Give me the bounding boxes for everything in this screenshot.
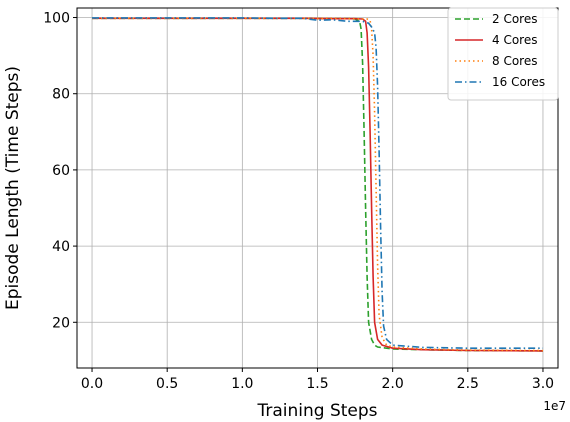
x-tick-label: 0.0 — [81, 376, 103, 392]
legend-label-2: 4 Cores — [492, 33, 537, 47]
x-axis-label: Training Steps — [256, 401, 377, 421]
legend-label-3: 8 Cores — [492, 54, 537, 68]
x-tick-label: 1.0 — [231, 376, 253, 392]
y-tick-label: 100 — [43, 11, 70, 27]
x-tick-label: 1.5 — [306, 376, 328, 392]
y-tick-label: 80 — [52, 87, 70, 103]
x-axis-offset-label: 1e7 — [543, 399, 566, 413]
series-line-1 — [92, 17, 544, 352]
ticks: 0.0 0.5 1.0 1.5 2.0 2.5 3.0 20 40 60 80 100 — [43, 11, 554, 392]
legend-label-4: 16 Cores — [492, 75, 545, 89]
legend: 2 Cores 4 Cores 8 Cores 16 Cores — [447, 7, 559, 101]
legend-label-1: 2 Cores — [492, 12, 537, 26]
series-line-4 — [92, 17, 543, 350]
plot-lines — [92, 17, 544, 352]
y-tick-label: 20 — [52, 315, 70, 331]
x-tick-label: 0.5 — [156, 376, 178, 392]
legend-box — [447, 7, 559, 101]
x-tick-label: 2.0 — [382, 376, 404, 392]
y-tick-label: 40 — [52, 239, 70, 255]
x-tick-label: 2.5 — [457, 376, 479, 392]
y-axis-label: Episode Length (Time Steps) — [3, 66, 23, 310]
x-tick-label: 3.0 — [532, 376, 554, 392]
y-tick-label: 60 — [52, 163, 70, 179]
